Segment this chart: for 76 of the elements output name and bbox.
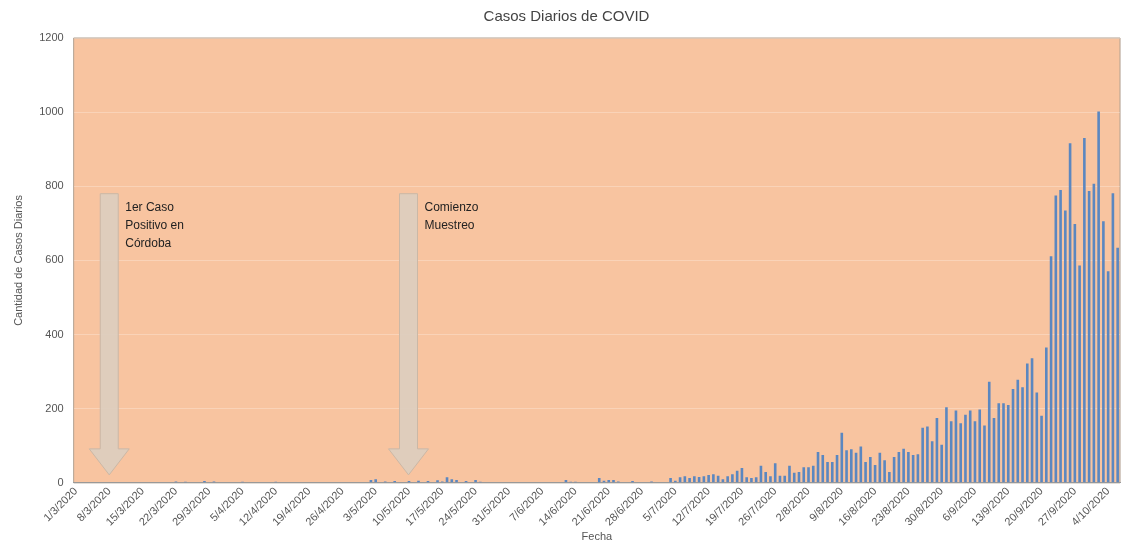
x-axis-title: Fecha xyxy=(581,530,614,543)
y-tick-label: 400 xyxy=(45,327,64,340)
y-tick-label: 600 xyxy=(45,253,64,266)
bar xyxy=(983,425,986,483)
bar xyxy=(1006,405,1010,483)
bar xyxy=(978,409,982,483)
bar xyxy=(1002,403,1005,483)
bar xyxy=(688,478,691,483)
bar xyxy=(945,407,948,483)
bar xyxy=(731,474,734,483)
bar xyxy=(455,479,458,483)
bar xyxy=(830,462,834,483)
bar xyxy=(968,410,972,483)
bar xyxy=(926,426,929,483)
annotation: 1er Caso Positivo en Córdoba xyxy=(125,200,184,251)
y-tick-label: 0 xyxy=(57,475,64,488)
bar xyxy=(997,403,1001,483)
bar xyxy=(1021,387,1024,483)
bar xyxy=(769,476,772,483)
bar xyxy=(745,477,748,483)
bar xyxy=(597,478,601,483)
annotation: Comienzo Muestreo xyxy=(424,200,479,233)
bar xyxy=(436,480,439,483)
bar xyxy=(1097,111,1100,483)
bar xyxy=(888,472,891,483)
bar xyxy=(840,432,844,483)
chart-title: Casos Diarios de COVID xyxy=(483,7,650,25)
bar xyxy=(773,463,777,483)
y-axis-title: Cantidad de Casos Diarios xyxy=(11,194,24,326)
bar xyxy=(474,479,477,483)
bar xyxy=(1040,415,1043,483)
bar xyxy=(607,479,611,483)
bar xyxy=(902,448,905,483)
bar xyxy=(707,475,710,483)
bar xyxy=(783,475,787,483)
bar xyxy=(869,456,872,483)
bar xyxy=(693,476,696,483)
bar xyxy=(1059,190,1062,483)
bar xyxy=(612,479,615,483)
bar xyxy=(883,460,886,483)
y-tick-label: 1000 xyxy=(39,105,64,118)
bar xyxy=(750,478,753,483)
bar xyxy=(921,427,924,483)
bar xyxy=(1083,138,1086,483)
bar xyxy=(1078,265,1081,483)
bar xyxy=(802,467,806,483)
bar xyxy=(821,455,825,483)
bar xyxy=(1102,221,1105,483)
bar xyxy=(826,462,829,483)
bar xyxy=(959,423,963,483)
bar xyxy=(792,472,796,483)
bar xyxy=(1045,347,1048,483)
bar xyxy=(964,414,967,483)
y-tick-label: 800 xyxy=(45,179,64,192)
bar xyxy=(850,449,853,483)
bar xyxy=(712,474,715,483)
bar xyxy=(669,478,672,483)
bar xyxy=(726,476,729,483)
bar xyxy=(811,465,815,483)
bar xyxy=(1116,247,1119,483)
bar xyxy=(1025,363,1029,483)
bar xyxy=(940,444,943,483)
bar xyxy=(764,472,768,483)
bar xyxy=(1064,210,1067,483)
bar xyxy=(807,467,810,483)
bar xyxy=(1016,379,1020,483)
y-tick-label: 1200 xyxy=(39,31,64,44)
bar xyxy=(788,465,791,483)
bar xyxy=(1035,392,1039,483)
bar xyxy=(864,462,867,483)
bar xyxy=(450,479,454,483)
y-tick-label: 200 xyxy=(45,401,64,414)
bar xyxy=(845,450,848,483)
bar xyxy=(987,381,991,483)
bar xyxy=(374,479,377,483)
bar xyxy=(907,452,910,483)
